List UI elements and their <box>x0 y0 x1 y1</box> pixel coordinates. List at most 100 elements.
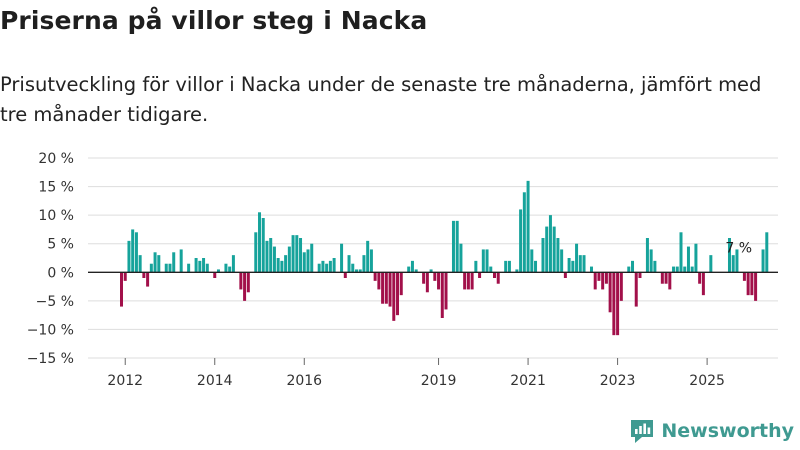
bar <box>328 260 332 273</box>
bar <box>519 209 523 273</box>
newsworthy-logo-icon <box>631 420 654 443</box>
bar <box>493 272 496 278</box>
bar <box>392 272 396 321</box>
x-axis: 2012 2014 2016 2019 2021 2023 2025 <box>107 358 725 389</box>
bar <box>433 272 437 281</box>
bar <box>619 272 623 301</box>
bar <box>578 255 582 273</box>
bar <box>437 272 441 290</box>
bar <box>347 255 351 273</box>
bar <box>157 255 161 273</box>
bar <box>735 249 739 273</box>
y-tick-label: −15 % <box>27 351 74 367</box>
bar <box>280 260 284 273</box>
bar <box>597 272 601 281</box>
x-tick-label: 2016 <box>286 373 322 389</box>
x-tick-label: 2012 <box>107 373 143 389</box>
bar <box>407 266 411 273</box>
bar <box>672 266 676 273</box>
bar <box>582 255 586 273</box>
bar <box>440 272 444 318</box>
bar <box>213 272 217 278</box>
bar <box>172 252 176 273</box>
bar <box>291 235 295 273</box>
bar <box>675 266 679 273</box>
bar <box>455 220 459 273</box>
bar <box>463 272 467 290</box>
bar <box>653 260 657 273</box>
x-tick-label: 2021 <box>510 373 546 389</box>
bar <box>575 243 579 273</box>
bar <box>616 272 620 336</box>
bar <box>701 272 705 296</box>
bar <box>429 269 433 273</box>
bar <box>272 246 276 273</box>
bar <box>194 258 198 273</box>
bar <box>664 272 668 284</box>
bar <box>131 229 135 273</box>
bar <box>649 249 653 273</box>
bar <box>470 272 474 290</box>
bar <box>668 272 672 290</box>
bar <box>746 272 750 296</box>
bar <box>627 266 631 273</box>
latest-value-label: 7 % <box>725 240 752 256</box>
bar <box>563 272 567 278</box>
y-tick-label: −5 % <box>36 294 74 310</box>
bar <box>567 258 571 273</box>
bar <box>354 269 358 273</box>
bar <box>731 255 735 273</box>
bar <box>168 263 172 273</box>
bar <box>198 260 202 273</box>
bar <box>284 255 288 273</box>
bar <box>526 180 530 273</box>
bar <box>683 266 687 273</box>
chart-title: Priserna på villor steg i Nacka <box>0 6 428 35</box>
bar <box>709 255 713 273</box>
bar <box>552 226 556 273</box>
bar <box>243 272 247 301</box>
bar <box>489 266 493 273</box>
bar <box>261 218 265 273</box>
bar <box>384 272 388 304</box>
bar <box>698 272 702 284</box>
y-tick-label: 5 % <box>47 237 74 253</box>
bar <box>496 272 500 284</box>
bar <box>202 258 206 273</box>
bar <box>560 249 564 273</box>
bar <box>276 258 280 273</box>
bar <box>690 266 694 273</box>
x-tick-label: 2019 <box>421 373 457 389</box>
bar <box>239 272 243 290</box>
bar <box>601 272 605 290</box>
bar <box>310 243 314 273</box>
bar <box>686 246 690 273</box>
y-tick-label: 0 % <box>47 265 74 281</box>
bar <box>362 255 366 273</box>
bar <box>750 272 754 296</box>
bar <box>761 249 765 273</box>
bar <box>645 238 649 273</box>
bar <box>660 272 664 284</box>
bar <box>754 272 758 301</box>
bar <box>317 263 321 273</box>
bar <box>332 258 336 273</box>
y-tick-label: 20 % <box>38 151 74 167</box>
bar <box>306 249 310 273</box>
bar <box>246 272 250 293</box>
bar <box>399 272 403 296</box>
bar <box>765 232 769 273</box>
bar <box>179 249 183 273</box>
bar <box>381 272 385 304</box>
brand-name: Newsworthy <box>661 420 794 442</box>
bar <box>504 260 508 273</box>
bar <box>153 252 157 273</box>
bar <box>571 260 575 273</box>
bar <box>216 269 220 273</box>
bar <box>164 263 168 273</box>
bar <box>325 263 329 273</box>
bar <box>742 272 746 281</box>
bar <box>134 232 138 273</box>
bar <box>269 238 273 273</box>
